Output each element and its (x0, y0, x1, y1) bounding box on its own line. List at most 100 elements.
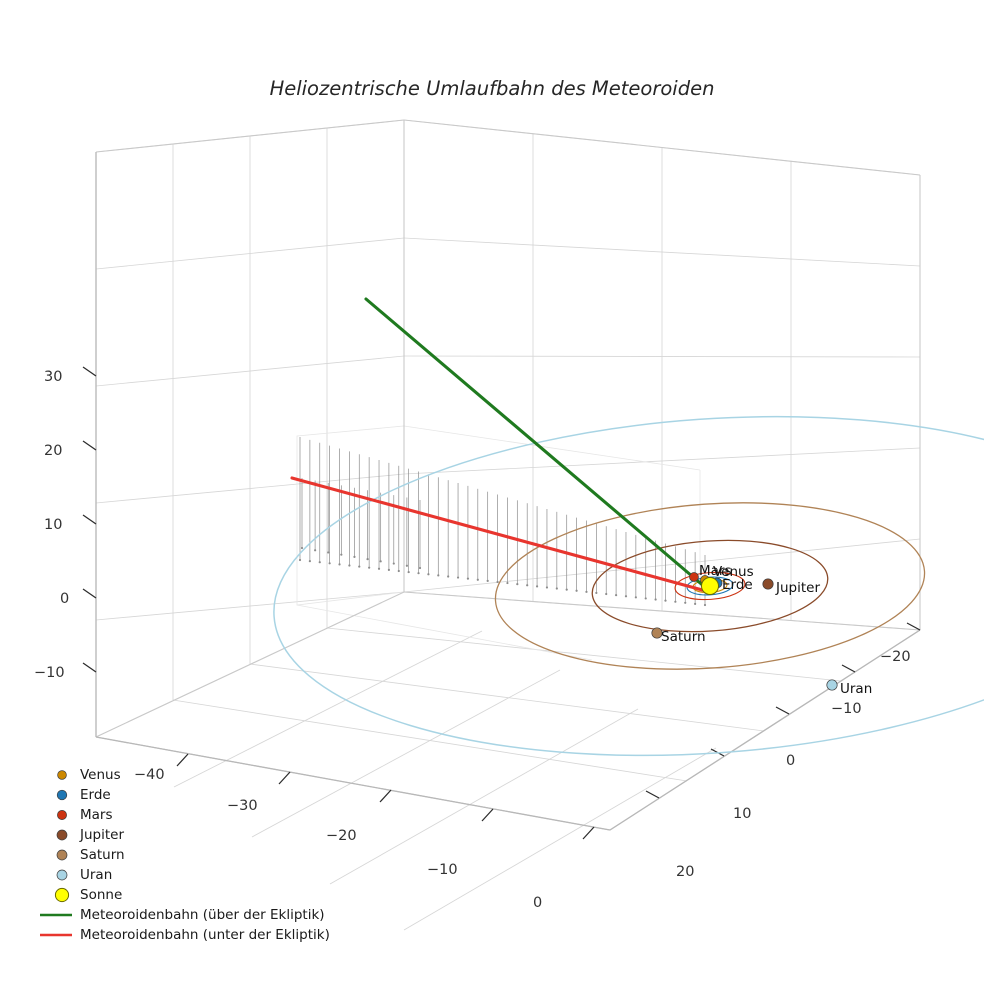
stem-endpoint (298, 558, 302, 562)
stem-endpoint (496, 580, 499, 584)
z-tick-label: 10 (44, 517, 62, 533)
body-label-uran: Uran (840, 681, 872, 697)
legend-item-jupiter: Jupiter (56, 827, 124, 843)
legend-item-venus: Venus (57, 767, 121, 783)
stem-endpoint (624, 595, 628, 598)
x-tick-label: −20 (326, 828, 357, 844)
stem-endpoint (300, 546, 304, 550)
legend-label: Saturn (80, 847, 125, 863)
x-tick-minus20: −20 (326, 789, 392, 844)
orbit-jupiter (591, 539, 829, 633)
stem-endpoint (387, 568, 391, 571)
stem-endpoint (555, 587, 558, 590)
stem-endpoint (338, 563, 341, 566)
stem-endpoint (366, 558, 369, 561)
legend-item-uran: Uran (56, 867, 112, 883)
x-tick-minus30: −30 (227, 771, 291, 814)
legend-label: Sonne (80, 887, 122, 903)
y-tick-label: 10 (733, 806, 751, 822)
stem-endpoint (327, 551, 330, 554)
stem-endpoint (407, 570, 410, 574)
body-label-mars: Mars (699, 563, 732, 579)
y-tick-label: −10 (831, 701, 862, 717)
stem-endpoint (506, 581, 509, 585)
y-tick-minus10: −10 (831, 664, 862, 717)
stem-endpoint (486, 579, 489, 582)
z-tick-20: 20 (44, 440, 97, 459)
legend-item-meteoroidenbahn-ber-der-ekliptik: Meteoroidenbahn (über der Ekliptik) (40, 907, 325, 923)
legend-label: Mars (80, 807, 113, 823)
body-saturn: Saturn (651, 627, 706, 645)
legend-marker-uran-icon (56, 869, 68, 881)
y-tick-0: 0 (775, 706, 795, 769)
x-tick-0: 0 (533, 826, 595, 911)
legend-label: Uran (80, 867, 112, 883)
stem-endpoint (535, 585, 539, 588)
stem-endpoint (466, 577, 470, 580)
y-tick-label: −20 (880, 649, 911, 665)
marker-sonne-icon (701, 577, 719, 595)
z-tick-label: −10 (34, 665, 65, 681)
stem-endpoint (397, 569, 400, 573)
legend-label: Erde (80, 787, 111, 803)
z-tick-10: 10 (44, 514, 97, 533)
body-uran: Uran (826, 679, 872, 697)
stem-endpoint (456, 576, 460, 579)
meteoroid-trajectory (290, 297, 708, 593)
stem-endpoint (392, 562, 395, 565)
body-sonne (701, 577, 719, 595)
stem-endpoint (308, 559, 311, 563)
stem-endpoint (614, 594, 618, 597)
stem-endpoint (418, 566, 422, 570)
stem-endpoint (348, 564, 351, 567)
stem-endpoint (358, 565, 361, 568)
stem-endpoint (684, 601, 687, 604)
stem-endpoint (405, 564, 408, 567)
orbit-uran (273, 415, 984, 757)
y-tick-20: 20 (645, 790, 694, 880)
legend-item-saturn: Saturn (56, 847, 125, 863)
stem-endpoint (694, 602, 697, 606)
x-tick-label: 0 (533, 895, 542, 911)
stem-endpoint (644, 597, 647, 600)
body-label-jupiter: Jupiter (775, 580, 820, 596)
x-tick-label: −30 (227, 798, 258, 814)
stem-endpoint (634, 596, 637, 599)
body-label-erde: Erde (722, 577, 753, 593)
orbit-saturn (494, 502, 926, 670)
stem-endpoint (654, 598, 657, 601)
stem-endpoint (516, 583, 519, 586)
x-tick-label: −40 (134, 767, 165, 783)
x-tick-minus40: −40 (134, 753, 189, 783)
page-title: Heliozentrische Umlaufbahn des Meteoroid… (270, 77, 715, 100)
stem-endpoint (526, 584, 529, 587)
stem-endpoint (605, 592, 608, 596)
stem-endpoint (447, 575, 450, 578)
y-tick-minus20: −20 (880, 622, 921, 665)
stem-endpoint (703, 603, 707, 607)
marker-uran-icon (826, 679, 838, 691)
stem-endpoint (674, 600, 677, 603)
legend-marker-mars-icon (57, 810, 67, 820)
legend-label: Meteoroidenbahn (unter der Ekliptik) (80, 927, 330, 943)
z-tick-label: 0 (60, 591, 69, 607)
stem-endpoint (353, 555, 356, 558)
stem-endpoint (595, 591, 598, 595)
y-tick-label: 20 (676, 864, 694, 880)
stem-endpoint (368, 566, 371, 569)
legend-marker-sonne-icon (54, 887, 70, 903)
orbit-mars (674, 571, 746, 601)
stem-endpoint (437, 574, 440, 577)
stem-endpoint (545, 586, 549, 589)
y-axis: 20 10 0 −10 −20 (609, 622, 921, 880)
legend-marker-venus-icon (57, 770, 67, 780)
x-tick-label: −10 (427, 862, 458, 878)
stem-endpoint (585, 590, 588, 593)
body-label-venus: Venus (713, 564, 754, 580)
legend-label: Meteoroidenbahn (über der Ekliptik) (80, 907, 325, 923)
stem-endpoint (476, 578, 479, 581)
x-tick-minus10: −10 (427, 808, 494, 878)
legend-label: Jupiter (79, 827, 124, 843)
legend-marker-saturn-icon (56, 849, 68, 861)
